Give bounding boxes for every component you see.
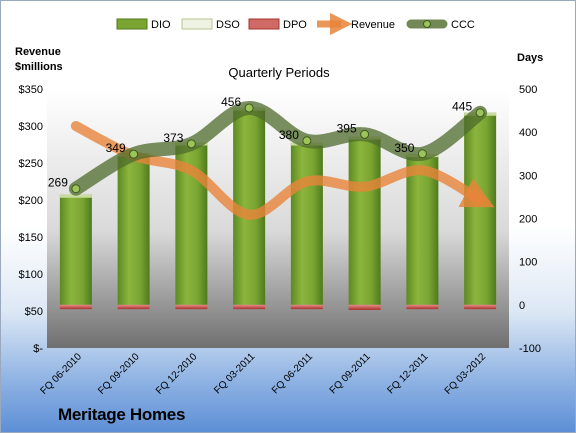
y-left-tick: $- xyxy=(33,343,43,355)
y-left-tick: $200 xyxy=(19,195,43,207)
ccc-data-label: 380 xyxy=(279,128,299,142)
dio-bar xyxy=(117,153,150,305)
series-lines xyxy=(68,100,495,220)
y-left-label-line2: $millions xyxy=(15,61,63,73)
x-tick-label: FQ 12-2010 xyxy=(154,351,200,397)
dpo-bar xyxy=(117,304,150,310)
x-tick-label: FQ 03-2012 xyxy=(443,351,489,397)
y-left-ticks: $- $50 $100 $150 $200 $250 $300 $350 xyxy=(19,84,44,355)
y-left-tick: $300 xyxy=(19,121,43,133)
x-tick-label: FQ 12-2011 xyxy=(386,351,431,396)
x-tick-label: FQ 06-2011 xyxy=(270,351,315,396)
dio-bar xyxy=(59,194,92,305)
y-right-label: Days xyxy=(517,52,543,64)
y-left-label-line1: Revenue xyxy=(15,46,61,58)
dpo-bar xyxy=(233,304,266,310)
x-tick-label: FQ 03-2011 xyxy=(212,351,257,396)
ccc-data-label: 395 xyxy=(337,121,357,135)
y-right-tick: -100 xyxy=(519,343,541,355)
dio-bar xyxy=(290,142,323,305)
dio-bar-top xyxy=(59,194,92,198)
ccc-point xyxy=(71,184,81,194)
ccc-data-label: 445 xyxy=(452,100,472,114)
ccc-point xyxy=(360,129,370,139)
y-right-tick: 200 xyxy=(519,214,537,226)
y-left-tick: $150 xyxy=(19,232,43,244)
y-right-tick: 0 xyxy=(519,300,525,312)
dpo-bar xyxy=(175,304,208,310)
y-right-tick: 500 xyxy=(519,84,537,96)
chart-title: Quarterly Periods xyxy=(228,65,330,80)
legend-label: Revenue xyxy=(351,19,395,31)
y-left-tick: $350 xyxy=(19,84,43,96)
dio-bars xyxy=(59,107,497,305)
ccc-data-label: 349 xyxy=(106,141,126,155)
ccc-point xyxy=(417,149,427,159)
legend-swatch xyxy=(116,18,148,30)
y-left-tick: $50 xyxy=(25,306,43,318)
x-ticks: FQ 06-2010 FQ 09-2010 FQ 12-2010 FQ 03-2011… xyxy=(38,351,488,397)
ccc-point xyxy=(302,136,312,146)
dio-bar xyxy=(348,136,381,305)
ccc-point xyxy=(186,139,196,149)
y-right-tick: 300 xyxy=(519,170,537,182)
legend-swatch xyxy=(181,18,213,30)
legend: DIO DSO DPO Revenue CCC xyxy=(116,12,475,36)
legend-label: CCC xyxy=(451,19,475,31)
y-right-ticks: -100 0 100 200 300 400 500 xyxy=(519,84,541,355)
ccc-data-label: 269 xyxy=(48,176,68,190)
x-tick-label: FQ 09-2011 xyxy=(328,351,373,396)
dpo-bars xyxy=(59,304,497,311)
ccc-point xyxy=(475,108,485,118)
y-right-tick: 400 xyxy=(519,127,537,139)
ccc-data-label: 350 xyxy=(394,141,414,155)
dpo-bar xyxy=(464,304,497,310)
x-tick-label: FQ 06-2010 xyxy=(38,351,84,397)
dpo-bar xyxy=(348,304,381,311)
company-name: Meritage Homes xyxy=(58,405,186,424)
ccc-point xyxy=(129,149,139,159)
legend-swatch xyxy=(248,18,280,30)
dpo-bar xyxy=(59,304,92,310)
dio-bar xyxy=(464,112,497,305)
y-left-tick: $250 xyxy=(19,158,43,170)
y-left-tick: $100 xyxy=(19,269,43,281)
legend-label: DIO xyxy=(151,19,171,31)
dio-bar xyxy=(406,154,439,305)
legend-marker xyxy=(423,20,431,28)
ccc-data-label: 456 xyxy=(221,95,241,109)
dpo-bar xyxy=(406,304,439,310)
y-right-tick: 100 xyxy=(519,257,537,269)
data-labels: 269 349 373 456 380 395 350 445 xyxy=(48,95,473,190)
legend-label: DPO xyxy=(283,19,307,31)
ccc-point xyxy=(244,103,254,113)
legend-label: DSO xyxy=(216,19,240,31)
dpo-bar xyxy=(290,304,323,310)
ccc-data-label: 373 xyxy=(163,131,183,145)
x-tick-label: FQ 09-2010 xyxy=(96,351,142,397)
